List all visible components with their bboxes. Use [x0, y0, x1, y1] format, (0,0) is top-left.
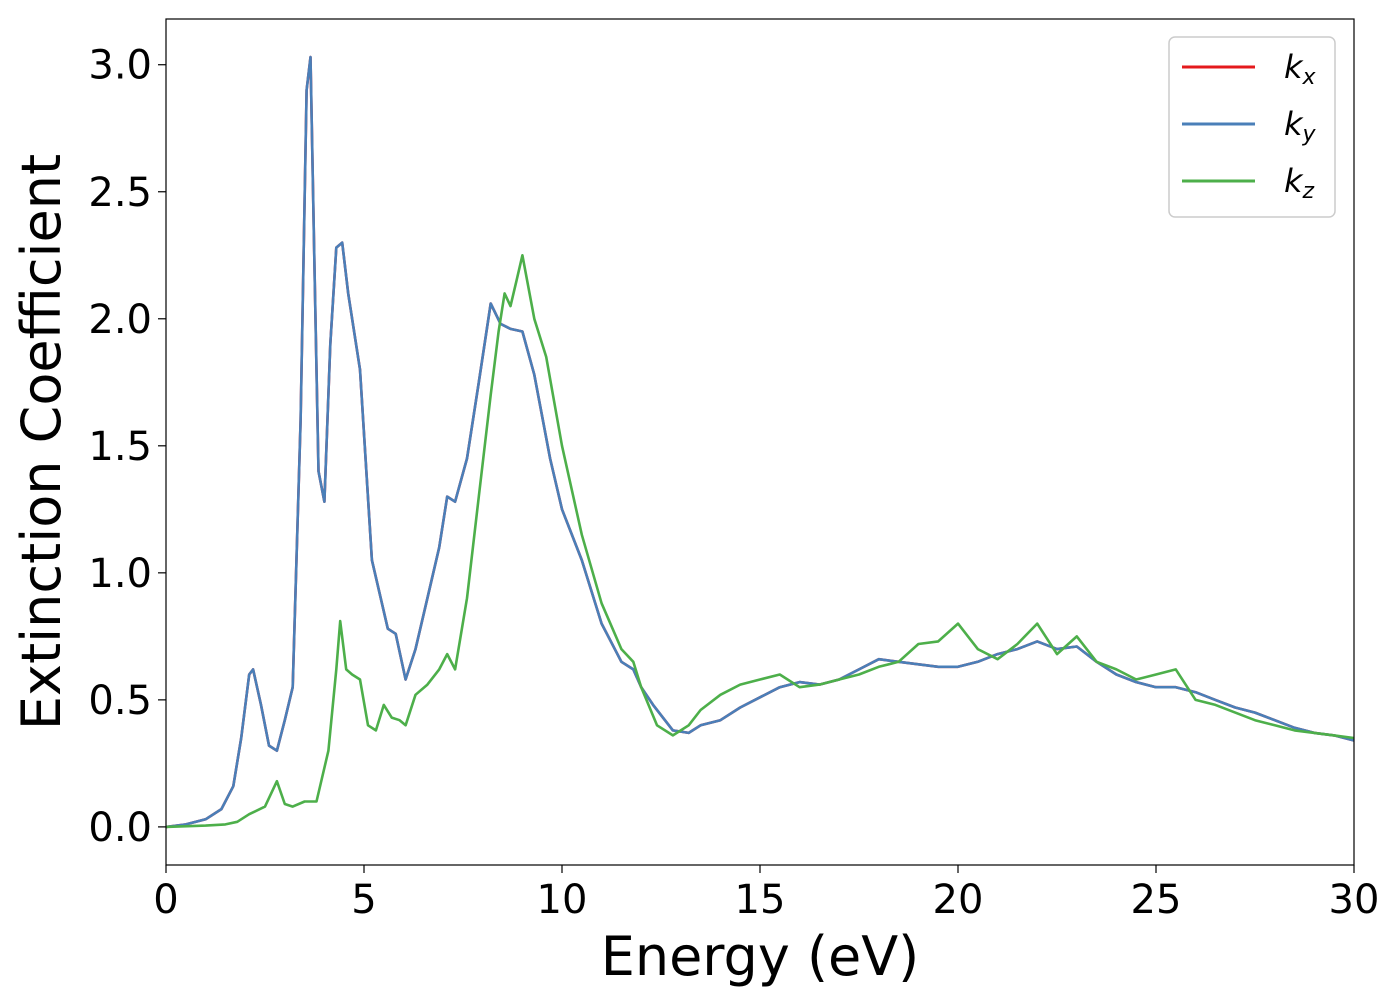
y-tick-label: 2.5 — [88, 170, 152, 216]
y-tick-label: 0.0 — [88, 805, 152, 851]
x-tick-label: 20 — [933, 877, 984, 923]
legend-label-ky: ky — [1284, 105, 1317, 147]
series-line-ky — [166, 55, 1354, 829]
legend: kx ky kz — [1168, 36, 1336, 218]
y-tick-label: 1.0 — [88, 551, 152, 597]
x-tick-label: 25 — [1131, 877, 1182, 923]
x-tick-label: 0 — [153, 877, 178, 923]
legend-label-kz: kz — [1284, 162, 1315, 204]
y-tick-label: 0.5 — [88, 678, 152, 724]
x-tick-label: 5 — [351, 877, 376, 923]
series-layer — [166, 55, 1354, 829]
x-axis-ticks: 0 5 10 15 20 25 30 — [153, 865, 1379, 923]
series-line-kz — [166, 254, 1354, 829]
y-tick-label: 1.5 — [88, 424, 152, 470]
y-axis-ticks: 0.0 0.5 1.0 1.5 2.0 2.5 3.0 — [88, 43, 166, 851]
legend-box — [1168, 36, 1336, 218]
x-axis-title: Energy (eV) — [601, 925, 920, 988]
x-tick-label: 10 — [537, 877, 588, 923]
x-tick-label: 15 — [735, 877, 786, 923]
legend-label-kx: kx — [1284, 48, 1317, 90]
y-tick-label: 2.0 — [88, 297, 152, 343]
x-tick-label: 30 — [1329, 877, 1380, 923]
y-axis-title: Extinction Coefficient — [10, 154, 73, 730]
y-tick-label: 3.0 — [88, 43, 152, 89]
